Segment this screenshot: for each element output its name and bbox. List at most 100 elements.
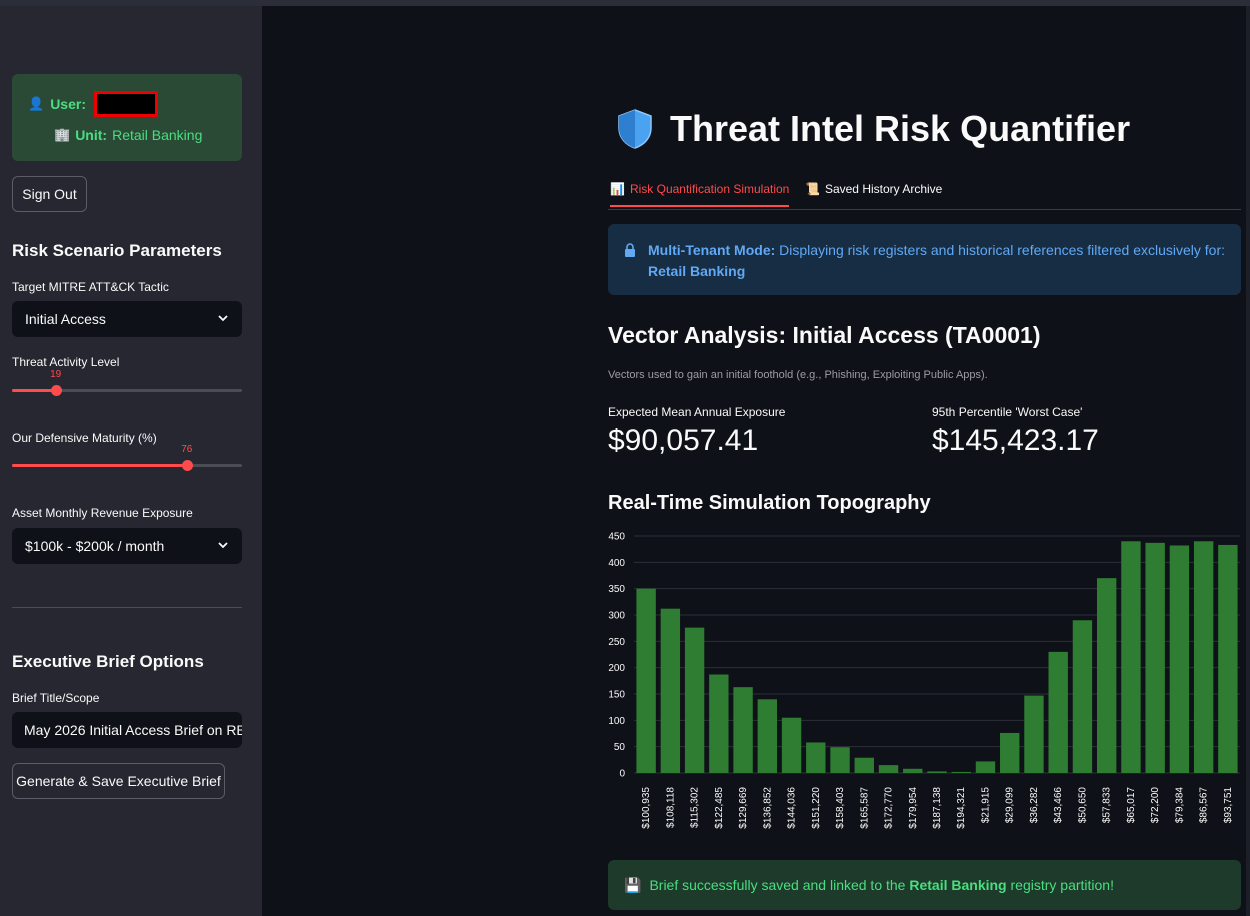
x-tick-label: $21,915 [980, 787, 991, 824]
chart-bar[interactable] [1218, 544, 1238, 773]
maturity-label: Our Defensive Maturity (%) [12, 431, 157, 445]
chart-bar[interactable] [1193, 541, 1214, 773]
chart-bar[interactable] [733, 687, 753, 773]
x-tick-label: $100,935 [641, 787, 652, 829]
y-tick-label: 150 [608, 690, 625, 701]
unit-line: 🏢 Unit: Retail Banking [54, 127, 202, 143]
success-message: 💾 Brief successfully saved and linked to… [608, 860, 1241, 910]
simulation-bar-chart: 0 50 100 150 200 250 300 350 400 450 $100,935 $108,… [608, 532, 1240, 829]
building-icon: 🏢 [54, 127, 71, 142]
chart-bar[interactable] [1121, 541, 1141, 773]
threat-slider-fill [12, 389, 56, 392]
chart-bar[interactable] [951, 771, 971, 773]
chart-bar[interactable] [878, 765, 899, 773]
chart-bar[interactable] [854, 757, 874, 773]
x-tick-label: $165,587 [859, 787, 870, 829]
tactic-label: Target MITRE ATT&CK Tactic [12, 280, 169, 294]
maturity-slider-fill [12, 464, 187, 467]
y-tick-label: 0 [619, 769, 625, 780]
chevron-down-icon [218, 315, 228, 322]
user-icon: 👤 [28, 96, 45, 111]
x-tick-label: $57,833 [1102, 787, 1113, 824]
x-tick-label: $65,017 [1126, 787, 1137, 824]
x-tick-label: $194,321 [956, 787, 967, 829]
user-info-box: 👤 User: 🏢 Unit: Retail Banking [12, 74, 242, 161]
x-tick-label: $29,099 [1005, 787, 1016, 824]
success-prefix: Brief successfully saved and linked to t… [649, 877, 910, 893]
y-tick-label: 50 [614, 742, 626, 753]
unit-value: Retail Banking [112, 127, 203, 143]
threat-slider-thumb[interactable] [50, 385, 62, 396]
x-tick-label: $179,954 [908, 787, 919, 829]
chart-bar[interactable] [1169, 545, 1190, 773]
metric-mean-label: Expected Mean Annual Exposure [608, 405, 786, 419]
chart-bar[interactable] [927, 771, 947, 773]
revenue-select[interactable]: $100k - $200k / month [12, 528, 242, 564]
top-bar [0, 0, 1250, 6]
params-heading: Risk Scenario Parameters [12, 241, 222, 260]
chevron-down-icon [218, 542, 228, 549]
x-tick-label: $158,403 [835, 787, 846, 829]
lock-icon [624, 242, 636, 263]
info-bold: Multi-Tenant Mode: [648, 242, 776, 258]
metric-worst-label: 95th Percentile 'Worst Case' [932, 405, 1083, 419]
success-unit: Retail Banking [909, 877, 1007, 893]
success-suffix: registry partition! [1006, 877, 1114, 893]
chart-bar[interactable] [757, 699, 778, 773]
chart-bar[interactable] [1000, 732, 1020, 773]
x-tick-label: $144,036 [787, 787, 798, 829]
tab-label: Risk Quantification Simulation [629, 182, 790, 196]
tab-saved-history[interactable]: 📜 Saved History Archive [805, 182, 942, 196]
x-tick-label: $129,669 [738, 787, 749, 829]
multi-tenant-info-box: Multi-Tenant Mode: Displaying risk regis… [608, 224, 1241, 295]
revenue-value: $100k - $200k / month [25, 538, 165, 554]
chart-bar[interactable] [806, 742, 826, 773]
x-tick-label: $36,282 [1029, 787, 1040, 824]
chart-bar[interactable] [781, 717, 802, 773]
tactic-select[interactable]: Initial Access [12, 301, 242, 337]
chart-bar[interactable] [975, 761, 996, 773]
generate-brief-button[interactable]: Generate & Save Executive Brief [12, 763, 225, 799]
x-tick-label: $108,118 [665, 787, 676, 828]
chart-bar[interactable] [1096, 578, 1117, 773]
vector-caption: Vectors used to gain an initial foothold… [608, 369, 988, 381]
x-tick-label: $93,751 [1223, 787, 1234, 824]
x-tick-label: $122,485 [714, 787, 725, 829]
revenue-label: Asset Monthly Revenue Exposure [12, 506, 193, 520]
threat-slider[interactable]: 19 [12, 369, 242, 403]
chart-bar[interactable] [709, 674, 729, 773]
maturity-slider-value: 76 [181, 444, 193, 455]
bar-chart-icon: 📊 [610, 182, 625, 196]
chart-bar[interactable] [636, 588, 656, 773]
scrollbar[interactable] [1246, 6, 1250, 916]
sign-out-button[interactable]: Sign Out [12, 176, 87, 212]
chart-bar[interactable] [684, 627, 705, 773]
chart-bar[interactable] [903, 768, 923, 773]
x-tick-label: $43,466 [1053, 787, 1064, 824]
vector-heading: Vector Analysis: Initial Access (TA0001) [608, 322, 1041, 348]
brief-heading: Executive Brief Options [12, 652, 204, 671]
tab-risk-simulation[interactable]: 📊 Risk Quantification Simulation [610, 182, 790, 207]
maturity-slider[interactable]: 76 [12, 444, 242, 478]
info-text: Displaying risk registers and historical… [775, 242, 1226, 258]
threat-label: Threat Activity Level [12, 355, 120, 369]
chart-bar[interactable] [1048, 651, 1068, 773]
floppy-disk-icon: 💾 [624, 876, 642, 893]
chart-bar[interactable] [1024, 695, 1044, 773]
chart-heading: Real-Time Simulation Topography [608, 492, 931, 514]
brief-title-input[interactable]: May 2026 Initial Access Brief on RB [12, 712, 242, 748]
redacted-username [93, 91, 158, 117]
chart-bar[interactable] [1072, 620, 1093, 773]
page-title: Threat Intel Risk Quantifier [616, 108, 1130, 150]
chart-bar[interactable] [1145, 542, 1165, 773]
maturity-slider-thumb[interactable] [181, 460, 193, 471]
y-tick-label: 400 [608, 558, 625, 569]
chart-bar[interactable] [660, 608, 681, 773]
x-tick-label: $72,200 [1150, 787, 1161, 824]
x-tick-label: $151,220 [811, 787, 822, 829]
x-tick-label: $50,650 [1077, 787, 1088, 824]
tactic-value: Initial Access [25, 311, 106, 327]
chart-bar[interactable] [830, 747, 850, 773]
info-unit: Retail Banking [648, 263, 746, 279]
success-text: Brief successfully saved and linked to t… [649, 877, 1114, 893]
